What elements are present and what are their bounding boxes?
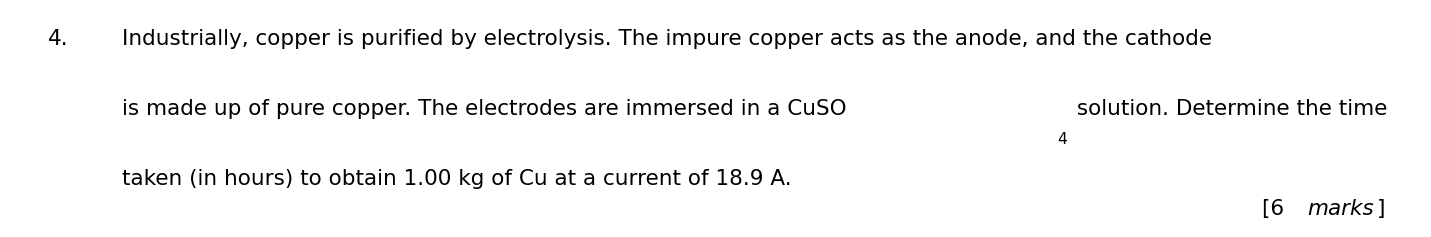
Text: Industrially, copper is purified by electrolysis. The impure copper acts as the : Industrially, copper is purified by elec… bbox=[122, 29, 1212, 49]
Text: 4.: 4. bbox=[49, 29, 69, 49]
Text: 4: 4 bbox=[1058, 132, 1068, 147]
Text: is made up of pure copper. The electrodes are immersed in a CuSO: is made up of pure copper. The electrode… bbox=[122, 99, 847, 119]
Text: marks: marks bbox=[1308, 199, 1374, 219]
Text: solution. Determine the time: solution. Determine the time bbox=[1070, 99, 1387, 119]
Text: taken (in hours) to obtain 1.00 kg of Cu at a current of 18.9 A.: taken (in hours) to obtain 1.00 kg of Cu… bbox=[122, 169, 791, 189]
Text: [6: [6 bbox=[1262, 199, 1288, 219]
Text: ]: ] bbox=[1377, 199, 1385, 219]
